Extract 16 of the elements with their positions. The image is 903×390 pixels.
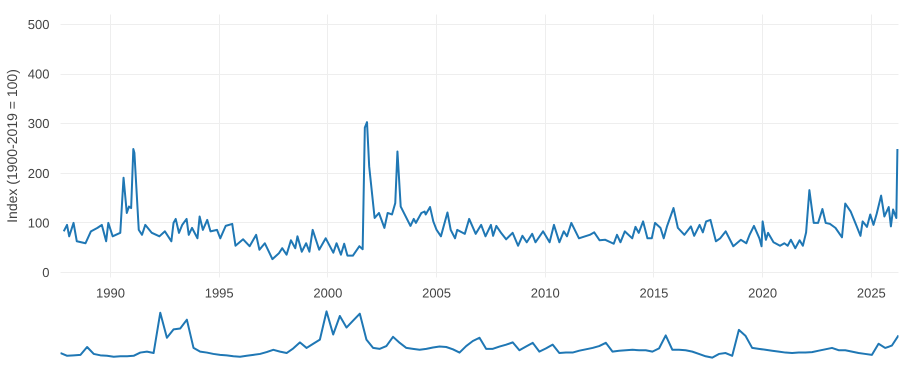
y-axis-title: Index (1900-2019 = 100) — [4, 69, 20, 223]
x-tick-label: 2010 — [530, 286, 560, 300]
x-tick-label: 2025 — [856, 286, 886, 300]
line-series — [62, 121, 898, 260]
y-tick-label: 300 — [28, 116, 50, 132]
x-tick-label: 2000 — [313, 286, 342, 300]
x-tick-label: 2015 — [639, 286, 668, 300]
x-tick-label: 2005 — [422, 286, 452, 300]
y-tick-label: 200 — [28, 166, 50, 181]
y-tick-label: 100 — [28, 215, 50, 230]
y-tick-label: 500 — [28, 16, 50, 32]
x-tick-label: 2020 — [748, 286, 778, 300]
x-tick-label: 1995 — [204, 286, 234, 300]
x-tick-label: 1990 — [96, 286, 125, 300]
y-tick-label: 0 — [42, 265, 50, 280]
y-tick-label: 400 — [28, 66, 50, 82]
